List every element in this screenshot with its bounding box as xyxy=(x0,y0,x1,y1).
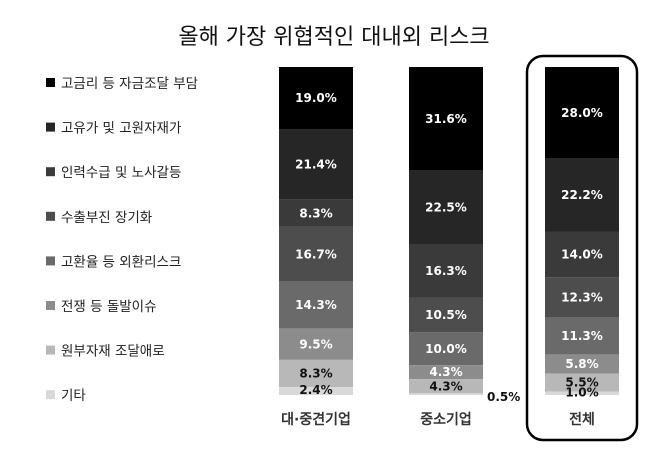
highlight-frame xyxy=(525,54,639,442)
bar-segment-0-2 xyxy=(279,199,353,227)
data-label-1-7: 0.5% xyxy=(487,390,520,404)
legend-swatch-7 xyxy=(46,390,55,400)
bar-segment-1-5 xyxy=(409,365,483,380)
data-label-0-3: 16.7% xyxy=(295,247,337,261)
category-label-0: 대·중견기업 xyxy=(281,411,351,428)
data-label-0-5: 9.5% xyxy=(299,337,332,351)
data-label-0-2: 8.3% xyxy=(299,206,332,220)
bar-segment-2-5 xyxy=(545,354,619,374)
bar-segment-0-5 xyxy=(279,328,353,360)
bar-segment-1-3 xyxy=(409,297,483,333)
legend-label-3: 수출부진 장기화 xyxy=(61,210,152,226)
bar-segment-0-7 xyxy=(279,387,353,395)
legend-label-4: 고환율 등 외환리스크 xyxy=(61,254,181,270)
bar-segment-2-6 xyxy=(545,373,619,392)
bar-segment-1-2 xyxy=(409,244,483,298)
legend-swatch-2 xyxy=(46,167,55,177)
data-label-2-7: 1.0% xyxy=(565,385,598,399)
data-label-0-1: 21.4% xyxy=(295,158,337,172)
legend-label-5: 전쟁 등 돌발이슈 xyxy=(61,299,157,315)
bar-segment-2-2 xyxy=(545,231,619,278)
data-label-0-0: 19.0% xyxy=(295,91,337,105)
legend-label-6: 원부자재 조달애로 xyxy=(61,344,165,360)
bar-segment-2-0 xyxy=(545,67,619,159)
bar-segment-0-0 xyxy=(279,67,353,130)
bar-segment-0-1 xyxy=(279,129,353,200)
category-label-2: 전체 xyxy=(569,411,595,428)
chart-title: 올해 가장 위협적인 대내외 리스크 xyxy=(178,25,489,50)
data-label-1-4: 10.0% xyxy=(425,342,467,356)
bar-segment-1-4 xyxy=(409,332,483,366)
legend-swatch-5 xyxy=(46,301,55,310)
category-label-1: 중소기업 xyxy=(420,412,472,428)
bar-segment-0-3 xyxy=(279,226,353,282)
bar-segment-2-1 xyxy=(545,158,619,232)
bar-segment-0-4 xyxy=(279,281,353,329)
data-label-0-7: 2.4% xyxy=(299,383,332,397)
data-label-1-0: 31.6% xyxy=(425,112,467,126)
data-label-2-3: 12.3% xyxy=(561,291,603,305)
legend-swatch-4 xyxy=(46,256,55,266)
data-label-0-6: 8.3% xyxy=(299,366,332,380)
bar-segment-1-6 xyxy=(409,379,483,394)
legend-label-1: 고유가 및 고원자재가 xyxy=(61,121,181,137)
data-label-1-2: 16.3% xyxy=(425,264,467,278)
bar-segment-2-7 xyxy=(545,391,619,395)
category-labels: 대·중견기업 중소기업 전체 xyxy=(281,411,595,428)
bar-segment-0-6 xyxy=(279,359,353,388)
legend-swatch-0 xyxy=(46,78,55,87)
legend-label-0: 고금리 등 자금조달 부담 xyxy=(61,76,198,92)
data-label-1-3: 10.5% xyxy=(425,308,467,322)
data-label-2-1: 22.2% xyxy=(561,188,603,202)
bar-segment-2-4 xyxy=(545,317,619,355)
data-label-0-4: 14.3% xyxy=(295,298,337,312)
data-label-1-1: 22.5% xyxy=(425,201,467,215)
data-label-2-2: 14.0% xyxy=(561,247,603,261)
legend-swatch-6 xyxy=(46,345,55,355)
bar-segment-1-1 xyxy=(409,170,483,245)
bars: 19.0% 21.4% 8.3% 16.7% 14.3% 9.5% 8.3% 2.4% 31.6… xyxy=(279,67,619,404)
data-label-2-0: 28.0% xyxy=(561,106,603,120)
legend-label-7: 기타 xyxy=(61,388,86,404)
legend-label-2: 인력수급 및 노사갈등 xyxy=(61,165,181,181)
data-label-1-5: 4.3% xyxy=(429,365,462,379)
legend-swatch-1 xyxy=(46,122,55,132)
bar-segment-1-0 xyxy=(409,67,483,171)
data-label-1-6: 4.3% xyxy=(429,379,462,393)
bar-segment-2-3 xyxy=(545,277,619,318)
data-label-2-6: 5.5% xyxy=(565,376,598,390)
data-label-2-5: 5.8% xyxy=(565,357,598,371)
data-label-2-4: 11.3% xyxy=(561,329,603,343)
legend-swatch-3 xyxy=(46,211,55,221)
bar-segment-1-7 xyxy=(409,393,483,395)
